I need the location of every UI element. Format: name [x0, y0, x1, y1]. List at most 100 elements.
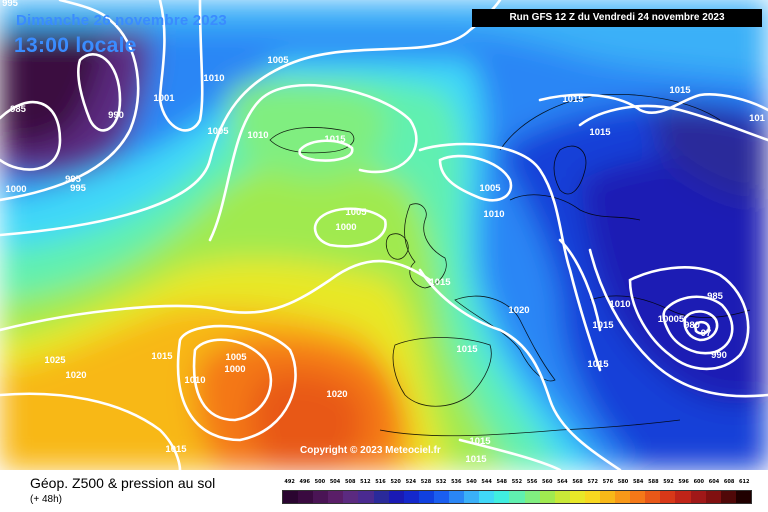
- legend-value: 568: [572, 479, 583, 485]
- pressure-label: 1005: [267, 55, 289, 66]
- legend-swatch: [298, 491, 314, 503]
- legend-swatch: [509, 491, 525, 503]
- copyright-notice: Copyright © 2023 Meteociel.fr: [300, 445, 441, 456]
- pressure-label: 1020: [326, 389, 347, 400]
- pressure-label: 1020: [508, 305, 529, 316]
- pressure-label: 1005: [225, 352, 247, 363]
- pressure-label: 980: [684, 320, 700, 331]
- legend-swatch: [524, 491, 540, 503]
- pressure-label: 1010: [203, 73, 224, 84]
- pressure-label: 1005: [479, 183, 501, 194]
- pressure-label: 995: [65, 174, 82, 185]
- legend-value: 552: [511, 479, 523, 485]
- pressure-label: 1000: [5, 184, 26, 195]
- forecast-lead-time: (+ 48h): [30, 494, 62, 505]
- model-run-banner: Run GFS 12 Z du Vendredi 24 novembre 202…: [472, 9, 762, 27]
- pressure-label: 1015: [587, 359, 609, 370]
- pressure-label: 1015: [562, 94, 584, 105]
- legend-swatch: [403, 491, 419, 503]
- legend-value: 564: [557, 479, 568, 485]
- legend-value: 508: [344, 479, 356, 485]
- legend-swatch: [539, 491, 555, 503]
- pressure-label: 97: [701, 328, 712, 339]
- legend-swatch: [433, 491, 450, 503]
- legend-value-labels: 492 496 500 504 508 512 516 520 524 528 532 536 540 5…: [282, 479, 752, 489]
- legend-swatch: [735, 491, 751, 503]
- pressure-label: 1025: [44, 355, 66, 366]
- forecast-time: 13:00 locale: [14, 34, 137, 57]
- legend-swatch: [630, 491, 646, 503]
- legend-value: 572: [587, 479, 598, 485]
- pressure-label: 1015: [592, 320, 614, 331]
- legend-value: 548: [496, 479, 507, 485]
- pressure-label: 1005: [345, 207, 367, 218]
- legend-value: 496: [299, 479, 310, 485]
- legend-value: 612: [739, 479, 750, 485]
- legend-value: 604: [708, 479, 720, 485]
- pressure-label: 1010: [184, 375, 205, 386]
- pressure-label: 1015: [469, 436, 491, 447]
- legend-value: 560: [542, 479, 553, 485]
- legend-value: 520: [390, 479, 401, 485]
- pressure-label: 1015: [456, 344, 478, 355]
- legend-swatch: [418, 491, 434, 503]
- legend-value: 588: [648, 479, 659, 485]
- map-title: Géop. Z500 & pression au sol: [30, 475, 216, 491]
- pressure-label: 985: [707, 291, 724, 302]
- legend-value: 556: [526, 479, 538, 485]
- pressure-labels: 995 985 990 1000 1001 995 995 1010 1005 …: [2, 0, 766, 465]
- forecast-date: Dimanche 26 novembre 2023: [16, 12, 227, 29]
- pressure-label: 995: [70, 183, 87, 194]
- weather-map: 995 985 990 1000 1001 995 995 1010 1005 …: [0, 0, 768, 470]
- legend-value: 544: [481, 479, 492, 485]
- pressure-label: 1000: [335, 222, 356, 233]
- pressure-label: 1015: [324, 134, 346, 145]
- pressure-label: 1015: [151, 351, 173, 362]
- legend-value: 524: [405, 479, 417, 485]
- legend-swatch: [479, 491, 495, 503]
- legend-swatch: [705, 491, 721, 503]
- legend-swatch: [584, 491, 600, 503]
- pressure-label: 1015: [165, 444, 187, 455]
- geopotential-field: [0, 0, 768, 470]
- legend-value: 504: [329, 479, 341, 485]
- pressure-label: 1015: [669, 85, 691, 96]
- legend-swatch: [343, 491, 359, 503]
- legend-swatch: [358, 491, 374, 503]
- pressure-label: 1010: [247, 130, 268, 141]
- pressure-label: 1020: [65, 370, 86, 381]
- legend-value: 576: [602, 479, 614, 485]
- legend-value: 500: [314, 479, 326, 485]
- legend-value: 540: [466, 479, 477, 485]
- pressure-label: 1000: [224, 364, 245, 375]
- pressure-label: 101: [749, 113, 766, 124]
- legend-swatch: [615, 491, 631, 503]
- pressure-label: 985: [10, 104, 27, 115]
- legend-value: 536: [451, 479, 462, 485]
- legend-value: 512: [360, 479, 371, 485]
- legend-swatch: [660, 491, 676, 503]
- legend-swatch: [283, 491, 299, 503]
- legend-value: 532: [435, 479, 447, 485]
- color-scale-legend: [282, 490, 752, 504]
- legend-swatch: [569, 491, 585, 503]
- legend-swatch: [645, 491, 661, 503]
- pressure-label: 10005: [658, 314, 685, 325]
- legend-swatch: [494, 491, 510, 503]
- legend-swatch: [599, 491, 616, 503]
- pressure-label: 1001: [153, 93, 175, 104]
- legend-swatch: [554, 491, 570, 503]
- legend-value: 608: [723, 479, 735, 485]
- isobars: [0, 0, 768, 470]
- legend-swatch: [690, 491, 706, 503]
- pressure-label: 995: [2, 0, 19, 9]
- legend-value: 584: [632, 479, 644, 485]
- legend-value: 596: [678, 479, 689, 485]
- legend-swatch: [720, 491, 736, 503]
- pressure-label: 990: [108, 110, 124, 121]
- pressure-label: 1010: [609, 299, 630, 310]
- pressure-label: 1015: [429, 277, 451, 288]
- legend-value: 580: [617, 479, 629, 485]
- legend-swatch: [449, 491, 465, 503]
- legend-swatch: [464, 491, 480, 503]
